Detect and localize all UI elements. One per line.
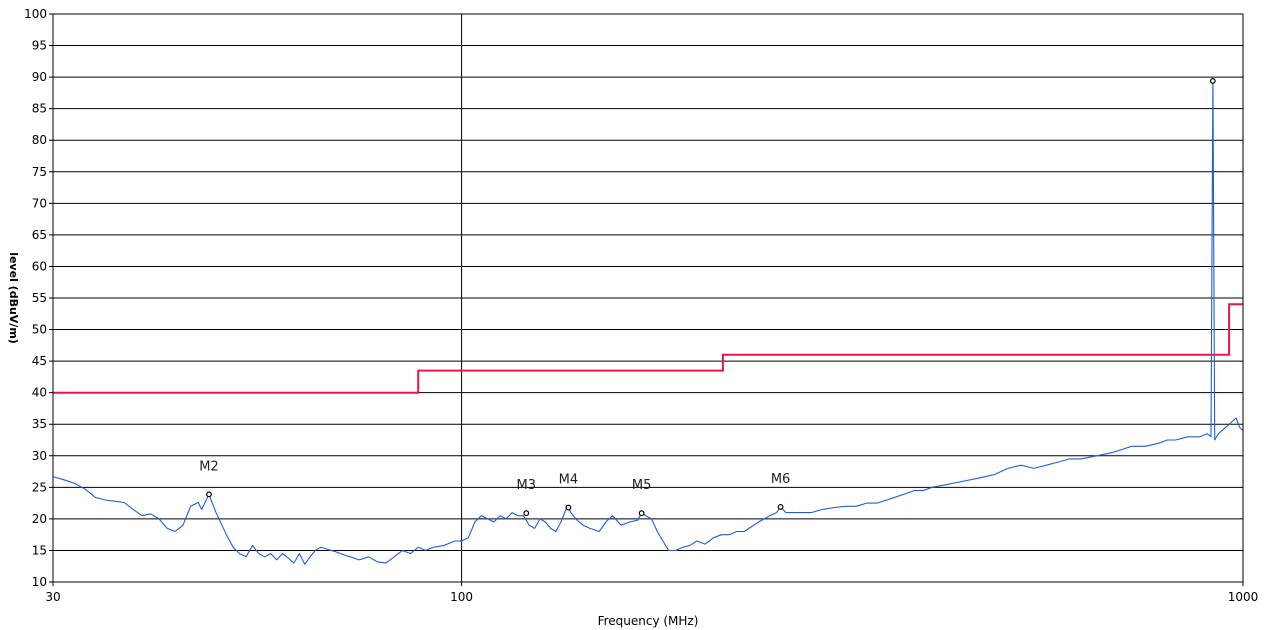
x-tick-label: 1000 [1228, 590, 1259, 604]
y-tick-label: 30 [32, 449, 47, 463]
marker-group: M2 M3 M4 M5 M6 [199, 77, 1216, 517]
marker-point [565, 504, 572, 511]
limit-line [53, 303, 1243, 394]
y-tick-label: 90 [32, 70, 47, 84]
y-tick-label: 55 [32, 291, 47, 305]
x-tick-labels: 30 100 1000 [45, 590, 1258, 604]
marker-label: M2 [199, 459, 219, 474]
marker-point [777, 503, 784, 510]
marker-point [1209, 77, 1216, 84]
y-tick-label: 50 [32, 323, 47, 337]
y-tick-label: 80 [32, 133, 47, 147]
x-tick-label: 30 [45, 590, 60, 604]
x-tick-label: 100 [450, 590, 473, 604]
plot-frame [52, 13, 1244, 583]
y-tick-label: 45 [32, 354, 47, 368]
y-tick-labels: 10 15 20 25 30 35 40 45 50 55 60 65 70 75 80 85 90 95 100 [24, 7, 47, 589]
y-tick-label: 25 [32, 480, 47, 494]
y-tick-label: 10 [32, 575, 47, 589]
y-tick-label: 95 [32, 39, 47, 53]
marker-label: M6 [771, 472, 791, 487]
marker-point [206, 491, 212, 498]
emission-trace [52, 76, 1244, 565]
y-tick-label: 15 [32, 543, 47, 557]
y-tick-label: 85 [32, 102, 47, 116]
marker-label: M3 [517, 478, 537, 493]
y-tick-label: 40 [32, 386, 47, 400]
y-tick-label: 100 [24, 7, 47, 21]
series-group [52, 76, 1244, 565]
x-axis-title: Frequency (MHz) [598, 614, 699, 628]
y-tick-label: 65 [32, 228, 47, 242]
y-tick-label: 60 [32, 259, 47, 273]
marker-point [523, 510, 530, 517]
marker-point [638, 510, 645, 517]
y-tick-label: 75 [32, 165, 47, 179]
y-tick-label: 20 [32, 512, 47, 526]
y-axis-title: level (dBuV/m) [7, 252, 20, 344]
marker-label: M5 [632, 478, 652, 493]
marker-label: M4 [559, 473, 579, 488]
y-tick-label: 35 [32, 417, 47, 431]
y-tick-label: 70 [32, 196, 47, 210]
